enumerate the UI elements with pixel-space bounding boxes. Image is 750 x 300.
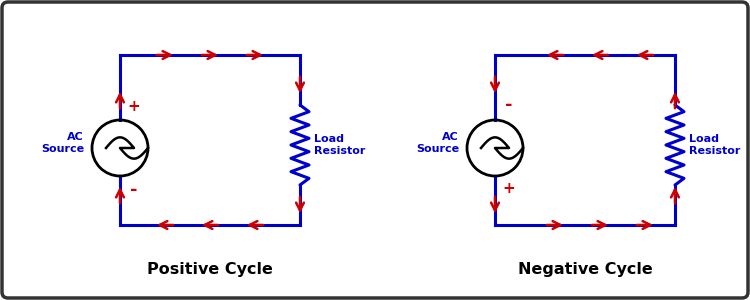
Text: Load
Resistor: Load Resistor [314, 134, 365, 156]
Text: Negative Cycle: Negative Cycle [518, 262, 652, 277]
Text: -: - [130, 181, 138, 199]
Text: +: + [128, 99, 140, 114]
Text: Load
Resistor: Load Resistor [689, 134, 740, 156]
Text: -: - [506, 96, 513, 114]
Text: +: + [503, 181, 515, 196]
Text: Positive Cycle: Positive Cycle [147, 262, 273, 277]
Text: AC
Source: AC Source [416, 132, 459, 154]
Text: AC
Source: AC Source [40, 132, 84, 154]
